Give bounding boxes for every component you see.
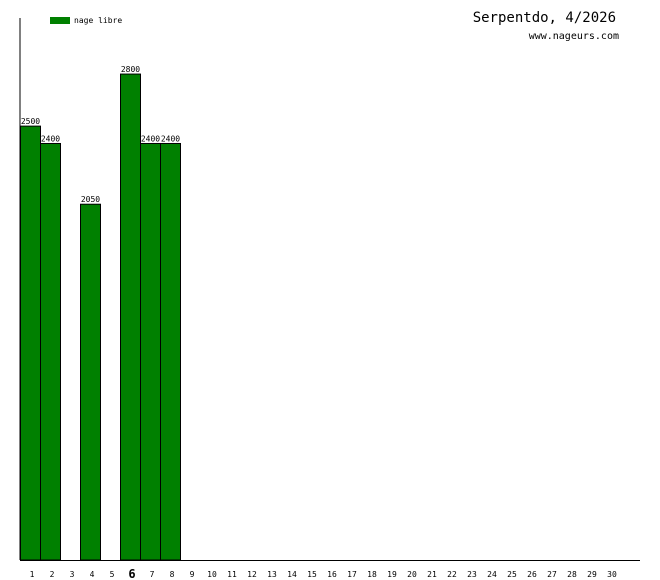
x-tick-label-22: 22 (447, 570, 457, 579)
x-tick-label-16: 16 (327, 570, 337, 579)
x-tick-label-12: 12 (247, 570, 257, 579)
data-label-day-4: 2050 (81, 195, 100, 204)
bar-day-7 (140, 142, 161, 561)
data-label-day-7: 2400 (141, 134, 160, 143)
x-tick-label-14: 14 (287, 570, 297, 579)
bar-day-4 (80, 203, 101, 561)
x-tick-label-23: 23 (467, 570, 477, 579)
x-tick-label-7: 7 (150, 570, 155, 579)
data-label-day-2: 2400 (41, 134, 60, 143)
bar-day-6 (120, 73, 141, 561)
x-tick-label-6: 6 (128, 567, 135, 580)
chart-subtitle: www.nageurs.com (528, 31, 619, 42)
x-tick-label-1: 1 (30, 570, 35, 579)
bar-day-8 (160, 142, 181, 561)
legend: nage libre (50, 16, 122, 25)
bar-day-1 (20, 125, 41, 561)
bar-day-2 (40, 142, 61, 561)
x-tick-label-30: 30 (607, 570, 617, 579)
chart-title: Serpentdo, 4/2026 (472, 10, 616, 26)
x-tick-label-3: 3 (70, 570, 75, 579)
x-tick-label-8: 8 (170, 570, 175, 579)
data-label-day-8: 2400 (161, 134, 180, 143)
x-tick-label-18: 18 (367, 570, 377, 579)
x-tick-label-9: 9 (190, 570, 195, 579)
x-tick-label-19: 19 (387, 570, 397, 579)
legend-label: nage libre (74, 16, 123, 25)
data-label-day-6: 2800 (121, 65, 140, 74)
x-tick-label-11: 11 (227, 570, 237, 579)
x-tick-label-28: 28 (567, 570, 577, 579)
x-tick-label-24: 24 (487, 570, 497, 579)
x-tick-label-26: 26 (527, 570, 537, 579)
x-tick-label-25: 25 (507, 570, 517, 579)
x-tick-label-15: 15 (307, 570, 317, 579)
x-tick-label-27: 27 (547, 570, 557, 579)
x-tick-label-17: 17 (347, 570, 357, 579)
x-tick-label-29: 29 (587, 570, 597, 579)
x-tick-label-10: 10 (207, 570, 217, 579)
x-tick-label-20: 20 (407, 570, 417, 579)
legend-swatch-nage-libre (50, 17, 70, 24)
x-tick-label-13: 13 (267, 570, 277, 579)
x-tick-label-2: 2 (50, 570, 55, 579)
x-tick-label-5: 5 (110, 570, 115, 579)
x-tick-label-4: 4 (90, 570, 95, 579)
x-tick-label-21: 21 (427, 570, 437, 579)
data-label-day-1: 2500 (21, 117, 40, 126)
